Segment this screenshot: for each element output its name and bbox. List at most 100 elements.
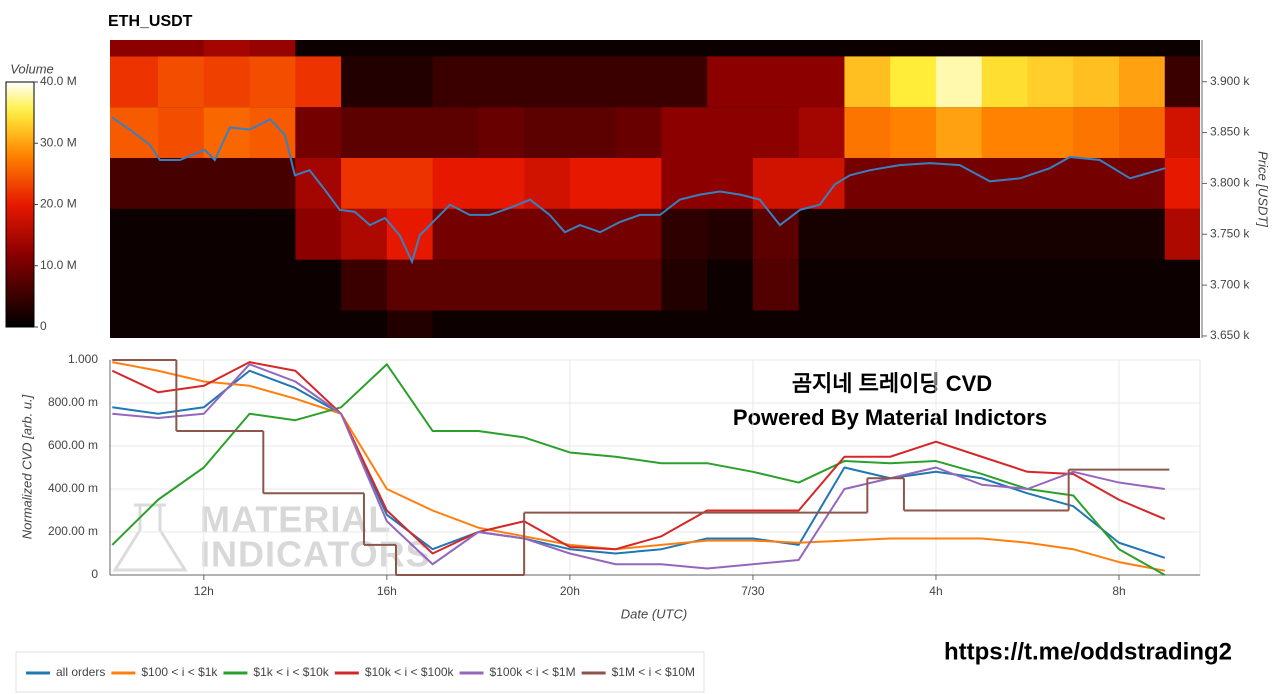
heat-cell (1073, 208, 1120, 260)
heat-cell (615, 40, 662, 57)
heat-cell (1027, 208, 1074, 260)
heat-cell (524, 56, 571, 108)
heat-cell (615, 107, 662, 158)
heat-cell (249, 157, 296, 209)
heat-cell (752, 40, 800, 57)
heat-cell (158, 40, 205, 57)
heat-cell (981, 40, 1028, 57)
annotation: Powered By Material Indictors (733, 405, 1047, 430)
heat-cell (707, 259, 754, 311)
legend-label: $10k < i < $100k (365, 665, 455, 679)
heat-cell (478, 107, 525, 158)
heat-cell (295, 310, 342, 338)
colorbar (5, 81, 35, 328)
heat-cell (524, 107, 571, 158)
legend-label: $100k < i < $1M (490, 665, 576, 679)
y-axis-title: Price [USDT] (1256, 151, 1271, 227)
heat-cell (890, 56, 937, 108)
heat-cell (615, 157, 662, 209)
heat-cell (890, 157, 937, 209)
heat-cell (844, 157, 891, 209)
heat-cell (1119, 40, 1166, 57)
heat-cell (249, 40, 296, 57)
x-axis-title: Date (UTC) (621, 606, 687, 621)
legend-label: $1k < i < $10k (253, 665, 329, 679)
heat-cell (249, 310, 296, 338)
heat-cell (707, 310, 754, 338)
heat-cell (569, 56, 617, 108)
heat-cell (1027, 40, 1074, 57)
heat-cell (386, 259, 434, 311)
cvd-line (112, 361, 1165, 572)
heat-cell (1119, 259, 1166, 311)
colorbar-tick-label: 30.0 M (40, 135, 77, 149)
heat-cell (844, 310, 891, 338)
cvd-line (111, 361, 1166, 555)
heat-cell (110, 40, 159, 57)
heat-cell (203, 56, 251, 108)
heat-cell (844, 56, 891, 108)
heat-cell (110, 157, 159, 209)
heat-cell (661, 259, 708, 311)
heat-cell (110, 259, 159, 311)
heat-cell (158, 56, 205, 108)
annotation: 곰지네 트레이딩 CVD (792, 371, 992, 396)
cvd-line (112, 363, 1165, 570)
price-line (111, 116, 1166, 265)
heat-cell (569, 107, 617, 158)
heat-cell (890, 40, 937, 57)
heat-cell (432, 259, 479, 311)
heat-cell (798, 56, 845, 108)
heat-cell (295, 208, 342, 260)
heat-cell (1164, 40, 1200, 57)
heat-cell (798, 310, 845, 338)
lines (111, 359, 1170, 576)
heat-cell (844, 259, 891, 311)
heat-cell (249, 259, 296, 311)
colorbar-tick-label: 40.0 M (40, 74, 77, 88)
x-tick-label: 4h (929, 584, 942, 598)
heat-cell (569, 40, 617, 57)
y-tick-label: 600.00 m (48, 438, 98, 452)
heat-cell (203, 259, 251, 311)
heat-cell (707, 56, 754, 108)
heat-cell (341, 259, 388, 311)
heat-cell (158, 157, 205, 209)
heat-cell (1027, 56, 1074, 108)
heat-cell (1073, 310, 1120, 338)
y-tick-label: 3.800 k (1210, 176, 1250, 190)
heat-cell (1073, 259, 1120, 311)
heat-cell (1119, 107, 1166, 158)
heat-cell (110, 310, 159, 338)
legend-label: $100 < i < $1k (141, 665, 218, 679)
heat-cell (890, 107, 937, 158)
y-tick-label: 400.00 m (48, 481, 98, 495)
legend-label: $1M < i < $10M (612, 665, 695, 679)
heat-cell (1073, 56, 1120, 108)
x-tick-label: 7/30 (741, 584, 765, 598)
heat-cell (569, 310, 617, 338)
heat-cell (661, 40, 708, 57)
y-tick-label: 3.700 k (1210, 277, 1250, 291)
y-axis-title: Normalized CVD [arb. u.] (19, 394, 34, 539)
heat-cell (752, 56, 800, 108)
heat-cell (798, 107, 845, 158)
heat-cell (661, 107, 708, 158)
heat-cell (341, 310, 388, 338)
y-tick-label: 3.850 k (1210, 125, 1250, 139)
heat-cell (615, 56, 662, 108)
heat-cell (935, 56, 983, 108)
heat-cell (844, 40, 891, 57)
heat-cell (295, 157, 342, 209)
y-tick-label: 1.000 (68, 352, 98, 366)
heat-cell (341, 40, 388, 57)
heat-cell (432, 157, 479, 209)
heat-cell (1027, 157, 1074, 209)
heat-cell (615, 310, 662, 338)
y-tick-label: 800.00 m (48, 395, 98, 409)
heat-cell (890, 310, 937, 338)
cvd-line (111, 363, 1166, 576)
heat-cell (386, 310, 434, 338)
heat-cell (798, 208, 845, 260)
heat-cell (935, 107, 983, 158)
